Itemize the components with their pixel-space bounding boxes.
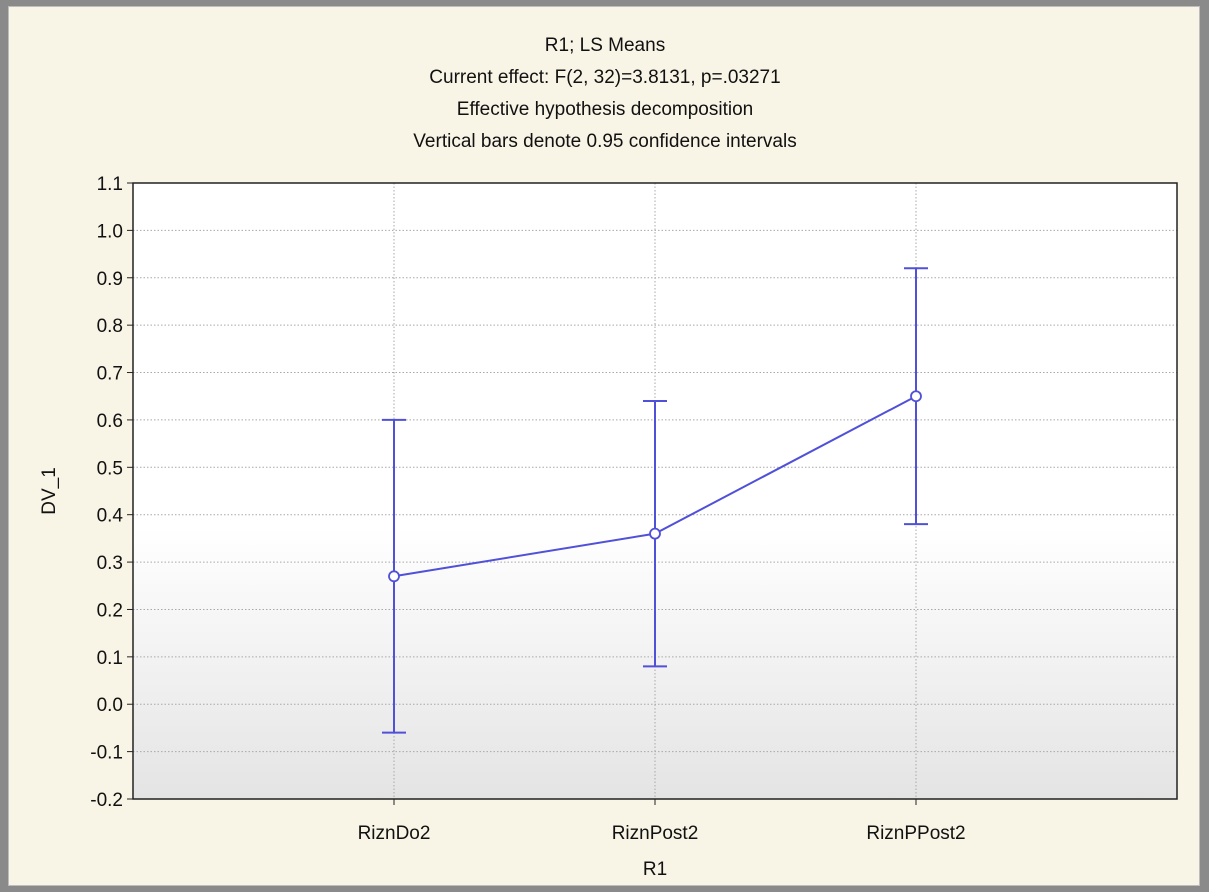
y-tick-label: 0.2 xyxy=(97,600,123,621)
y-tick-label: 0.9 xyxy=(97,269,123,290)
y-axis-title: DV_1 xyxy=(39,467,60,515)
title-line-3: Effective hypothesis decomposition xyxy=(457,99,753,120)
title-line-2: Current effect: F(2, 32)=3.8131, p=.0327… xyxy=(429,67,780,88)
ls-means-chart: R1; LS Means Current effect: F(2, 32)=3.… xyxy=(39,35,1178,880)
mean-point xyxy=(910,390,922,403)
title-line-4: Vertical bars denote 0.95 confidence int… xyxy=(413,131,796,152)
title-line-1: R1; LS Means xyxy=(545,35,665,56)
x-tick-label: RiznDo2 xyxy=(358,823,431,844)
y-tick-label: 0.8 xyxy=(97,316,123,337)
series-layer xyxy=(382,267,928,734)
y-tick-label: -0.2 xyxy=(90,790,123,811)
chart-window: R1; LS Means Current effect: F(2, 32)=3.… xyxy=(8,6,1200,886)
x-axis-title: R1 xyxy=(643,859,667,880)
y-tick-label: 0.7 xyxy=(97,364,123,385)
y-tick-label: 0.6 xyxy=(97,411,123,432)
y-tick-label: 0.0 xyxy=(97,695,123,716)
mean-point xyxy=(649,527,661,540)
mean-point xyxy=(388,570,400,583)
y-tick-label: 0.1 xyxy=(97,648,123,669)
y-tick-label: 0.3 xyxy=(97,553,123,574)
y-tick-label: -0.1 xyxy=(90,743,123,764)
x-axis: RiznDo2 RiznPost2 RiznPPost2 xyxy=(358,799,966,844)
chart-title: R1; LS Means Current effect: F(2, 32)=3.… xyxy=(413,35,796,152)
y-tick-label: 1.0 xyxy=(97,221,123,242)
y-tick-label: 0.5 xyxy=(97,458,123,479)
y-tick-label: 1.1 xyxy=(97,174,123,195)
y-axis: 1.1 1.0 0.9 0.8 0.7 0.6 0.5 0.4 0.3 0.2 0.1 0.0 -0.1… xyxy=(90,174,133,811)
x-tick-label: RiznPost2 xyxy=(612,823,699,844)
x-tick-label: RiznPPost2 xyxy=(866,823,965,844)
y-tick-label: 0.4 xyxy=(97,506,124,527)
